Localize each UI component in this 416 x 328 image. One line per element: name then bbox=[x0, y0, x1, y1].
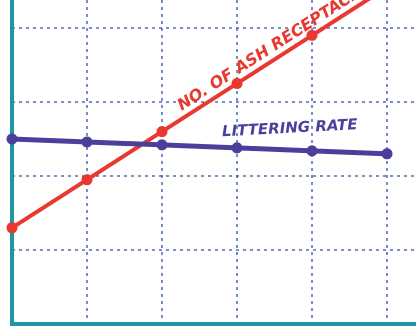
series-label-1: LITTERING RATE bbox=[222, 115, 359, 140]
data-point-1-4 bbox=[306, 145, 318, 157]
data-point-0-2 bbox=[156, 126, 168, 138]
data-point-1-5 bbox=[381, 148, 393, 160]
axes bbox=[10, 0, 416, 326]
series-line-0 bbox=[10, 0, 371, 230]
data-point-1-1 bbox=[81, 136, 93, 148]
data-point-0-4 bbox=[306, 29, 318, 41]
series-line-1 bbox=[9, 136, 390, 157]
data-point-1-0 bbox=[6, 133, 18, 145]
data-point-0-1 bbox=[81, 174, 93, 186]
data-point-1-3 bbox=[231, 142, 243, 154]
series-group bbox=[6, 0, 393, 234]
data-point-1-2 bbox=[156, 139, 168, 151]
data-point-0-0 bbox=[6, 222, 18, 234]
data-point-0-3 bbox=[231, 78, 243, 89]
grid bbox=[12, 0, 416, 324]
